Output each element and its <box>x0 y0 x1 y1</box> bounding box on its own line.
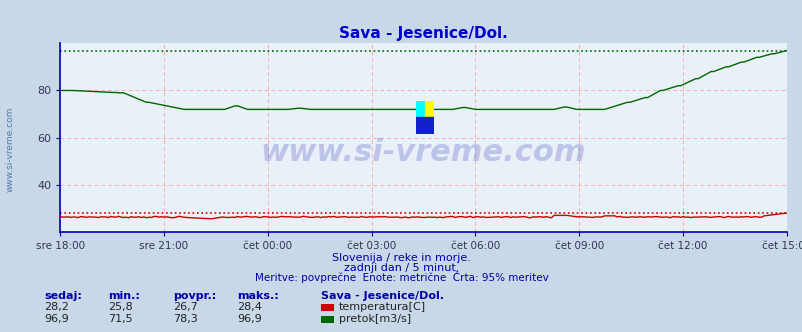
Text: www.si-vreme.com: www.si-vreme.com <box>5 107 14 192</box>
Text: www.si-vreme.com: www.si-vreme.com <box>261 138 585 167</box>
Text: 78,3: 78,3 <box>172 314 197 324</box>
Title: Sava - Jesenice/Dol.: Sava - Jesenice/Dol. <box>338 26 508 41</box>
Text: Sava - Jesenice/Dol.: Sava - Jesenice/Dol. <box>321 291 444 301</box>
Text: zadnji dan / 5 minut.: zadnji dan / 5 minut. <box>343 263 459 273</box>
Text: sedaj:: sedaj: <box>44 291 82 301</box>
Polygon shape <box>424 101 433 118</box>
Text: 26,7: 26,7 <box>172 302 197 312</box>
Text: min.:: min.: <box>108 291 140 301</box>
Polygon shape <box>415 101 424 118</box>
Text: povpr.:: povpr.: <box>172 291 216 301</box>
Text: 71,5: 71,5 <box>108 314 133 324</box>
Text: 28,2: 28,2 <box>44 302 69 312</box>
Text: 96,9: 96,9 <box>237 314 261 324</box>
Text: 28,4: 28,4 <box>237 302 261 312</box>
Text: Meritve: povprečne  Enote: metrične  Črta: 95% meritev: Meritve: povprečne Enote: metrične Črta:… <box>254 271 548 283</box>
Polygon shape <box>415 118 433 134</box>
Text: 96,9: 96,9 <box>44 314 69 324</box>
Text: temperatura[C]: temperatura[C] <box>338 302 425 312</box>
Text: maks.:: maks.: <box>237 291 278 301</box>
Text: 25,8: 25,8 <box>108 302 133 312</box>
Text: Slovenija / reke in morje.: Slovenija / reke in morje. <box>332 253 470 263</box>
Text: pretok[m3/s]: pretok[m3/s] <box>338 314 411 324</box>
